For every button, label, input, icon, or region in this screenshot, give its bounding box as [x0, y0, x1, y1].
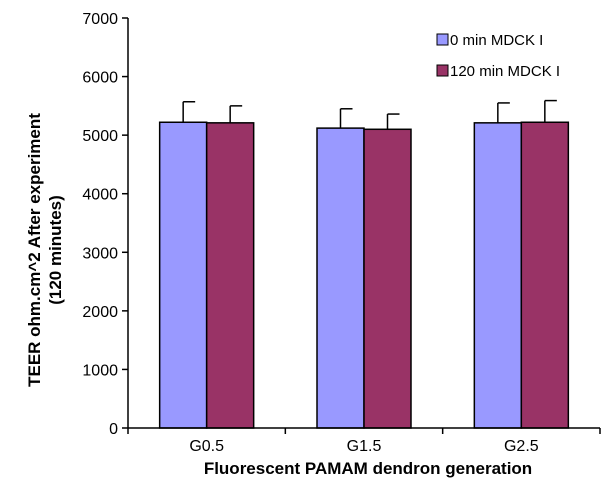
y-tick-label-7000: 7000: [82, 11, 118, 28]
y-axis-title-line-2: (120 minutes): [46, 195, 65, 305]
x-axis-title: Fluorescent PAMAM dendron generation: [204, 459, 532, 478]
legend-label-series-0: 0 min MDCK I: [450, 32, 543, 49]
x-tick-label-G2.5: G2.5: [504, 438, 539, 455]
bar-series-0-G0.5: [158, 121, 208, 429]
y-tick-label-0: 0: [109, 421, 118, 438]
legend-label-series-1: 120 min MDCK I: [450, 63, 560, 80]
y-axis-title: TEER ohm.cm^2 After experiment (120 minu…: [25, 113, 65, 387]
y-axis-title-line-1: TEER ohm.cm^2 After experiment: [25, 113, 44, 387]
legend-swatch-series-0: [436, 33, 449, 46]
legend: 0 min MDCK I 120 min MDCK I: [436, 32, 560, 80]
bar-series-1-G2.5: [520, 121, 570, 429]
y-tick-label-2000: 2000: [82, 304, 118, 321]
legend-swatch-series-1: [436, 64, 449, 77]
bar-series-0-G1.5: [316, 127, 365, 429]
y-tick-label-5000: 5000: [82, 128, 118, 145]
bar-series-0-G2.5: [473, 122, 523, 429]
y-tick-label-6000: 6000: [82, 70, 118, 87]
y-tick-label-1000: 1000: [82, 362, 118, 379]
y-tick-label-3000: 3000: [82, 245, 118, 262]
plot-area: 0 1000 2000 3000 4000 5000 6000 7000 G0.5 G1.5 G2.…: [82, 11, 601, 455]
bar-series-1-G0.5: [205, 122, 255, 429]
bar-series-1-G1.5: [363, 128, 412, 429]
y-tick-label-4000: 4000: [82, 187, 118, 204]
x-tick-label-G0.5: G0.5: [189, 438, 224, 455]
x-tick-label-G1.5: G1.5: [347, 438, 382, 455]
